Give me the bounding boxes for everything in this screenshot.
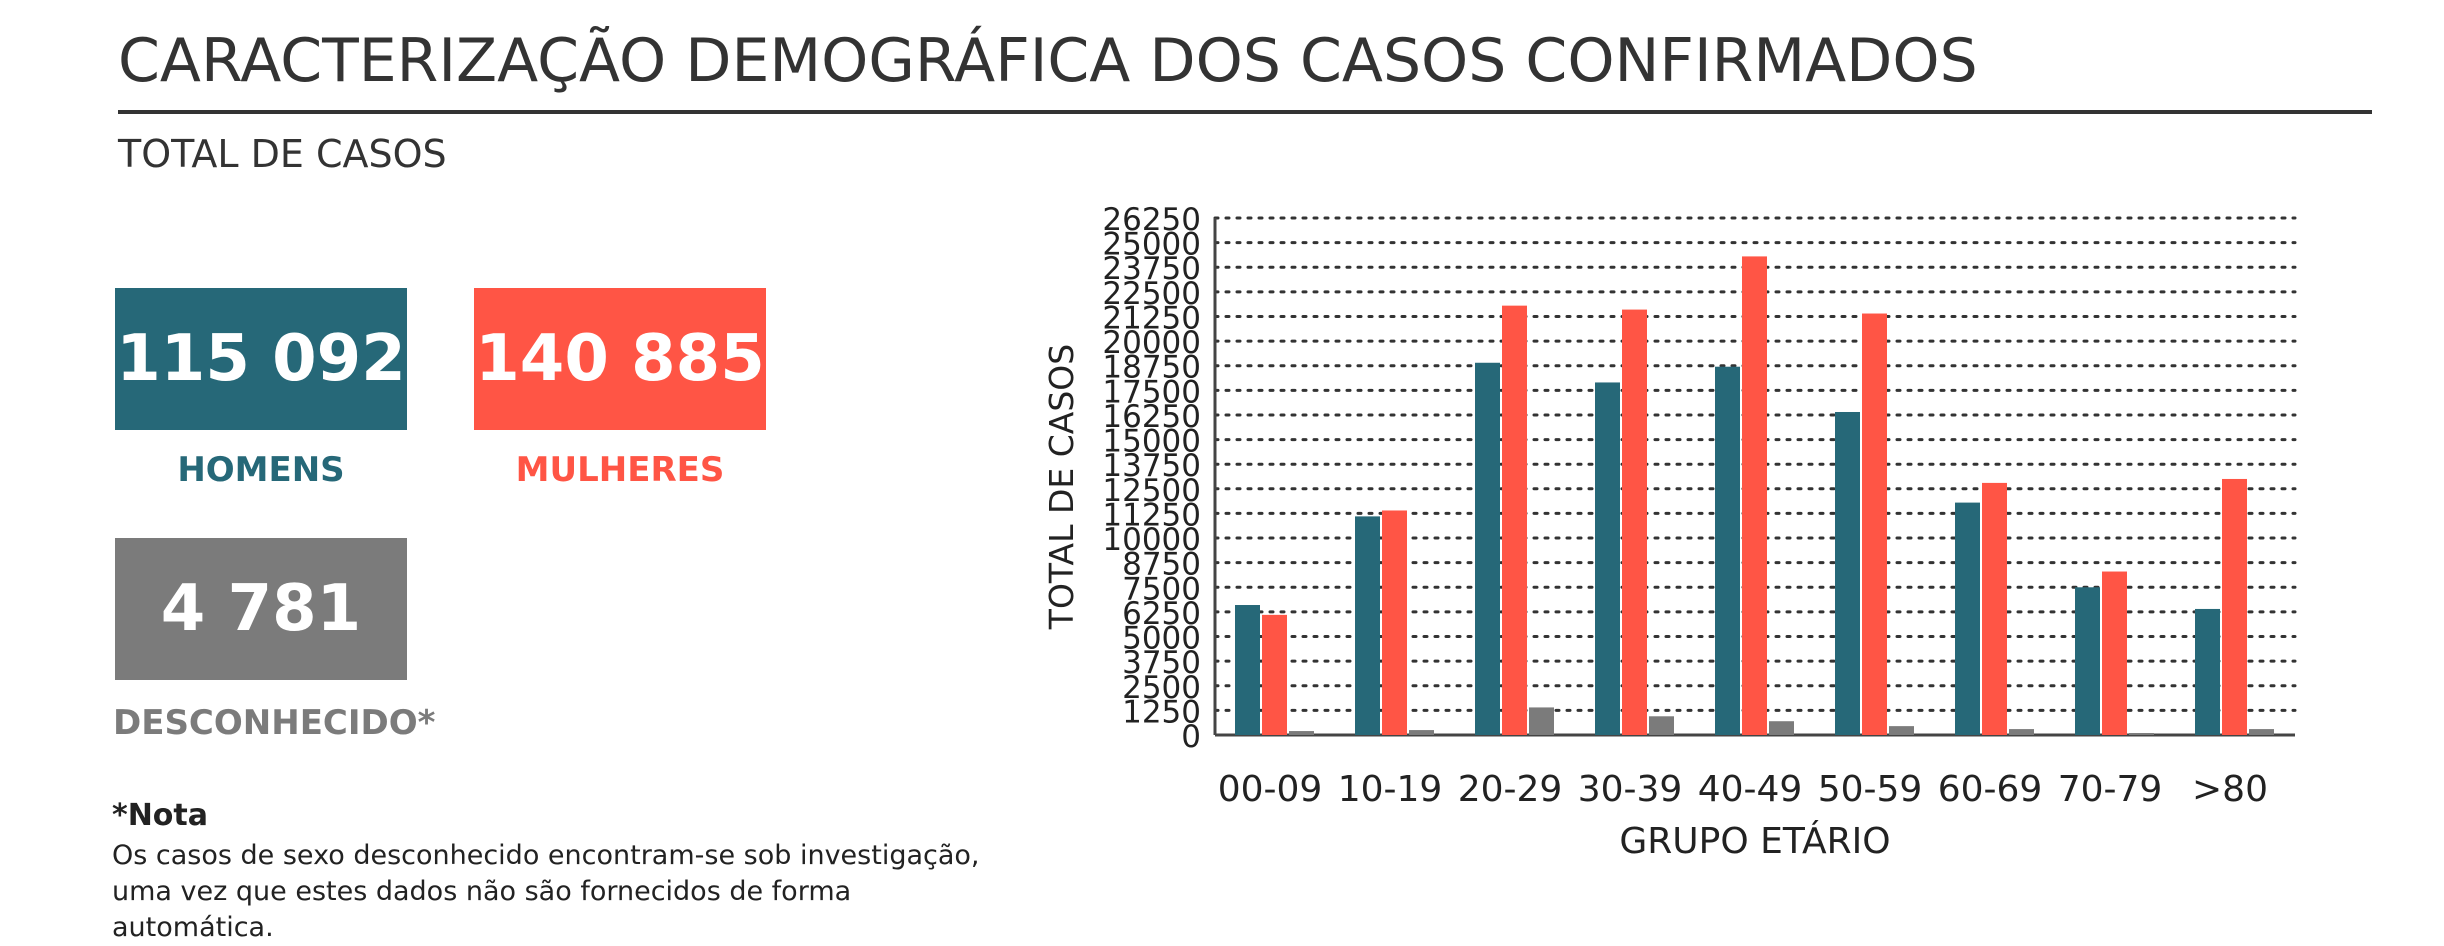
bar <box>1889 726 1914 735</box>
y-tick-label: 11250 <box>1102 497 1201 533</box>
bar <box>1475 362 1500 735</box>
y-tick-label: 12500 <box>1102 473 1201 509</box>
bar <box>1982 482 2007 735</box>
y-tick-label: 17500 <box>1102 374 1201 410</box>
bar <box>1529 707 1554 735</box>
note-title: *Nota <box>112 798 208 833</box>
y-tick-label: 20000 <box>1102 325 1201 361</box>
bar <box>1235 605 1260 735</box>
bar <box>2222 478 2247 735</box>
x-axis-title: GRUPO ETÁRIO <box>1619 820 1890 862</box>
x-tick-label: >80 <box>2192 769 2268 810</box>
x-tick-label: 20-29 <box>1458 769 1563 810</box>
y-tick-label: 13750 <box>1102 448 1201 484</box>
bar <box>1355 516 1380 735</box>
x-tick-label: 30-39 <box>1578 769 1683 810</box>
y-tick-label: 22500 <box>1102 276 1201 312</box>
men-total-value: 115 092 <box>116 322 406 396</box>
y-tick-label: 23750 <box>1102 251 1201 287</box>
bar <box>2129 733 2154 735</box>
y-tick-label: 6250 <box>1122 596 1201 632</box>
women-label: MULHERES <box>515 450 725 490</box>
men-total-card: 115 092 <box>115 288 407 430</box>
x-tick-label: 70-79 <box>2058 769 2163 810</box>
page-title: CARACTERIZAÇÃO DEMOGRÁFICA DOS CASOS CON… <box>118 26 1978 96</box>
bar <box>1595 382 1620 735</box>
bar <box>1622 309 1647 735</box>
bar <box>1769 721 1794 735</box>
x-tick-label: 00-09 <box>1218 769 1323 810</box>
age-group-bar-chart: 0125025003750500062507500875010000112501… <box>1042 202 2297 862</box>
men-label: HOMENS <box>177 450 345 490</box>
bar <box>1649 716 1674 735</box>
x-tick-label: 60-69 <box>1938 769 2043 810</box>
note-line: Os casos de sexo desconhecido encontram-… <box>112 840 980 871</box>
women-total-value: 140 885 <box>475 322 765 396</box>
y-tick-label: 2500 <box>1122 670 1201 706</box>
y-tick-label: 16250 <box>1102 399 1201 435</box>
bar <box>1715 366 1740 735</box>
title-divider <box>118 110 2372 114</box>
y-tick-label: 8750 <box>1122 547 1201 583</box>
bar <box>1862 313 1887 735</box>
y-tick-label: 21250 <box>1102 300 1201 336</box>
unknown-total-card: 4 781 <box>115 538 407 680</box>
y-tick-label: 3750 <box>1122 645 1201 681</box>
y-tick-label: 1250 <box>1122 694 1201 730</box>
y-tick-label: 18750 <box>1102 350 1201 386</box>
bar <box>1502 305 1527 735</box>
y-tick-label: 15000 <box>1102 424 1201 460</box>
y-tick-label: 5000 <box>1122 621 1201 657</box>
bar <box>2195 608 2220 735</box>
note-text: Os casos de sexo desconhecido encontram-… <box>112 838 1012 946</box>
x-tick-label: 10-19 <box>1338 769 1443 810</box>
bar <box>1262 614 1287 735</box>
y-tick-label: 7500 <box>1122 571 1201 607</box>
x-tick-label: 50-59 <box>1818 769 1923 810</box>
women-total-card: 140 885 <box>474 288 766 430</box>
bar <box>1409 730 1434 735</box>
bar <box>1382 510 1407 735</box>
unknown-label: DESCONHECIDO* <box>113 703 436 743</box>
unknown-total-value: 4 781 <box>160 572 362 646</box>
x-tick-label: 40-49 <box>1698 769 1803 810</box>
bar <box>1289 731 1314 735</box>
y-tick-label: 10000 <box>1102 522 1201 558</box>
bar <box>2075 587 2100 735</box>
bar <box>1742 256 1767 735</box>
y-tick-label: 0 <box>1181 719 1201 755</box>
bar <box>1955 502 1980 735</box>
bar <box>2102 571 2127 735</box>
note-line: uma vez que estes dados não são fornecid… <box>112 876 852 943</box>
bar <box>2249 729 2274 735</box>
y-tick-label: 26250 <box>1102 202 1201 238</box>
y-tick-label: 25000 <box>1102 227 1201 263</box>
bar <box>2009 729 2034 735</box>
section-subtitle: TOTAL DE CASOS <box>118 132 447 176</box>
y-axis-title: TOTAL DE CASOS <box>1042 344 1081 630</box>
bar <box>1835 411 1860 735</box>
